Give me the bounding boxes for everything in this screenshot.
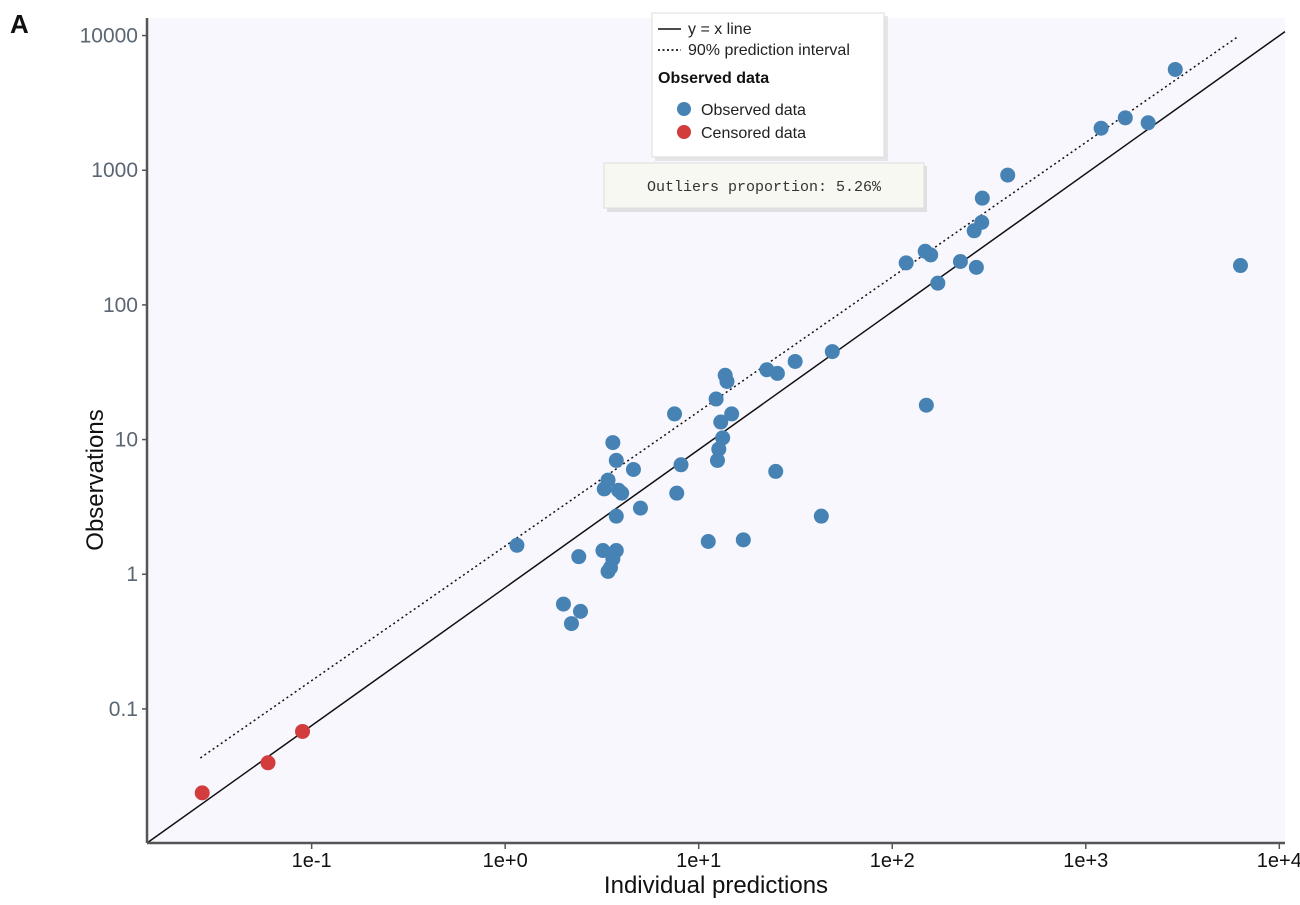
panel-label: A — [10, 9, 29, 39]
observed-point — [813, 508, 829, 524]
observed-point — [930, 275, 946, 291]
observed-point — [709, 452, 725, 468]
observed-point — [1167, 61, 1183, 77]
observed-point — [769, 365, 785, 381]
censored-point — [295, 723, 311, 739]
observed-point — [974, 190, 990, 206]
y-tick-label: 1 — [126, 563, 138, 586]
x-axis-ticks: 1e-1 1e+0 1e+1 1e+2 1e+3 1e+4 — [292, 843, 1300, 872]
observed-point — [571, 549, 587, 565]
x-tick-label: 1e-1 — [292, 850, 332, 872]
y-axis-title: Observations — [82, 409, 109, 550]
annotation-box — [603, 162, 925, 209]
observed-point — [768, 463, 784, 479]
x-tick-label: 1e+3 — [1063, 850, 1108, 872]
observed-point — [952, 254, 968, 270]
observed-point — [625, 461, 641, 477]
x-axis-title: Individual predictions — [604, 872, 828, 899]
y-tick-label: 0.1 — [109, 698, 138, 721]
observed-point — [715, 430, 731, 446]
observed-point — [824, 344, 840, 360]
observed-point — [608, 508, 624, 524]
y-tick-label: 1000 — [91, 159, 138, 182]
observed-point — [719, 373, 735, 389]
x-tick-label: 1e+1 — [676, 850, 721, 872]
observed-point — [555, 596, 571, 612]
observed-point — [673, 457, 689, 473]
observed-point — [509, 537, 525, 553]
observed-point — [667, 406, 683, 422]
axes — [145, 18, 1285, 845]
censored-point — [260, 755, 276, 771]
observed-point — [735, 532, 751, 548]
observed-point — [787, 353, 803, 369]
x-tick-label: 1e+2 — [870, 850, 915, 872]
observed-point — [898, 255, 914, 271]
y-tick-label: 10000 — [80, 25, 138, 48]
observed-point — [1000, 167, 1016, 183]
observed-point — [974, 214, 990, 230]
observed-point — [918, 397, 934, 413]
legend: y = x line 90% prediction interval Obser… — [651, 12, 888, 161]
x-tick-label: 1e+4 — [1257, 850, 1300, 872]
legend-observed-marker — [677, 102, 691, 116]
legend-identity-label: y = x line — [688, 21, 752, 38]
observed-point — [563, 616, 579, 632]
legend-censored-marker — [677, 125, 691, 139]
observed-point — [608, 543, 624, 559]
y-tick-label: 100 — [103, 294, 138, 317]
observed-point — [605, 435, 621, 451]
y-axis-ticks: 0.1 1 10 100 1000 10000 — [80, 25, 147, 721]
observed-point — [713, 414, 729, 430]
outliers-annotation: Outliers proportion: 5.26% — [603, 162, 927, 212]
legend-censored-label: Censored data — [701, 125, 806, 142]
observed-point — [1117, 110, 1133, 126]
observed-point — [632, 500, 648, 516]
x-tick-label: 1e+0 — [483, 850, 528, 872]
data-points — [194, 61, 1248, 801]
legend-interval-label: 90% prediction interval — [688, 42, 850, 59]
observed-point — [669, 485, 685, 501]
observed-point — [700, 534, 716, 550]
observed-point — [600, 472, 616, 488]
observed-point — [573, 603, 589, 619]
observed-point — [608, 452, 624, 468]
observed-point — [923, 247, 939, 263]
censored-point — [194, 785, 210, 801]
y-tick-label: 10 — [115, 429, 138, 452]
legend-observed-label: Observed data — [701, 102, 806, 119]
legend-group-title: Observed data — [658, 70, 769, 87]
outliers-proportion-text: Outliers proportion: 5.26% — [647, 179, 882, 196]
observed-point — [968, 259, 984, 275]
observed-point — [724, 406, 740, 422]
observed-point — [708, 391, 724, 407]
observed-point — [1140, 115, 1156, 131]
observed-point — [595, 543, 611, 559]
observed-point — [1093, 120, 1109, 136]
observed-point — [614, 485, 630, 501]
observed-point — [1232, 258, 1248, 274]
